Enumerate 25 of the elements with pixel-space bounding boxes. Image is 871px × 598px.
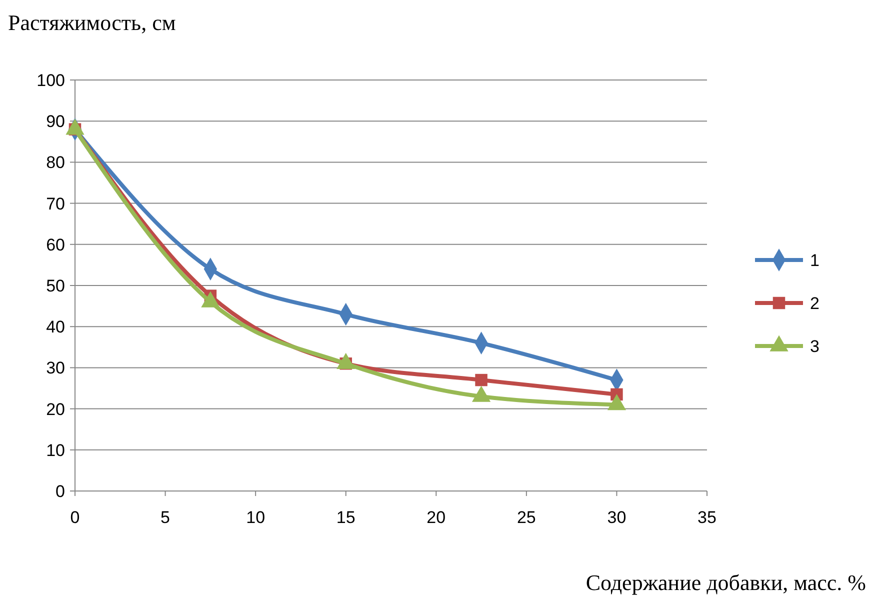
y-axis-title: Растяжимость, см [8,10,176,35]
x-tick-label: 25 [516,508,536,527]
x-tick-label: 10 [246,508,266,527]
x-tick-label: 30 [607,508,626,527]
legend-label: 3 [810,336,820,356]
point [475,374,488,386]
x-tick-label: 5 [160,508,170,527]
y-tick-label: 90 [46,112,65,132]
y-tick-label: 30 [46,358,65,378]
x-tick-label: 35 [698,508,716,527]
y-tick-label: 50 [46,276,65,296]
legend-label: 2 [810,294,820,313]
y-tick-label: 40 [46,318,65,337]
y-tick-label: 60 [46,235,65,254]
x-tick-label: 15 [336,508,356,527]
legend-label: 1 [810,250,820,270]
x-axis-title: Содержание добавки, масс. % [586,570,866,595]
y-tick-label: 80 [46,153,65,172]
y-tick-label: 20 [46,400,65,419]
x-tick-label: 0 [70,508,80,527]
y-tick-label: 70 [46,194,65,214]
y-tick-label: 100 [36,70,65,90]
y-tick-label: 0 [56,482,65,501]
y-tick-label: 10 [46,440,65,460]
x-tick-label: 20 [426,508,446,527]
